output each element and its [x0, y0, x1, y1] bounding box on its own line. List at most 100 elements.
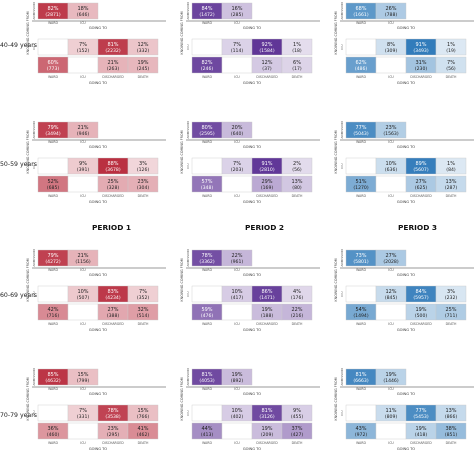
heatmap-3-3-top-1-count: (2028) — [383, 259, 398, 265]
heatmap-2-3-bot1-3-count: (84) — [446, 167, 456, 173]
heatmap-3-2-xlabel-top: GOING TO — [243, 273, 261, 277]
heatmap-1-2-xtick-top-0: WARD — [202, 21, 212, 25]
heatmap-4-1-ytick-icu: ICU — [32, 410, 36, 415]
heatmap-1-2-ytick-icu: ICU — [186, 44, 190, 49]
heatmap-3-3-xlabel-top: GOING TO — [397, 273, 415, 277]
heatmap-1-1-ytick-icu: ICU — [32, 44, 36, 49]
heatmap-3-1-bot2-2-count: (388) — [107, 313, 120, 319]
heatmap-4-2-bot2-3-count: (427) — [291, 432, 304, 438]
heatmap-3-1-ytick-icu: ICU — [32, 291, 36, 296]
heatmap-3-2-xtick-top-0: WARD — [202, 268, 212, 272]
heatmap-1-1-bot2-0-count: (773) — [47, 66, 60, 72]
heatmap-3-2-top-0-pct: 78% — [201, 253, 212, 259]
heatmap-4-3-bot1-2-pct: 77% — [415, 408, 426, 414]
heatmap-1-1-xtick-bot-2: DISCHARGED — [102, 75, 124, 79]
heatmap-4-2-bot1-3-rect — [281, 404, 313, 422]
heatmap-1-1-xlabel-bottom: GOING TO — [89, 81, 107, 85]
heatmap-4-1-bot1-3-pct: 15% — [137, 408, 148, 414]
heatmap-3-2-bot2-3-rect — [281, 303, 313, 321]
heatmap-4-3-xtick-bot-1: ICU — [388, 441, 394, 445]
heatmap-4-2-bot1-3-pct: 9% — [293, 408, 301, 414]
heatmap-3-3-xtick-bot-0: WARD — [356, 322, 366, 326]
heatmap-4-1-top-1-count: (799) — [77, 378, 90, 384]
heatmap-1-3-bot2-3-rect — [435, 56, 467, 74]
heatmap-3-2-bot2-2-pct: 19% — [261, 307, 272, 313]
heatmap-3-2-ytick-icu: ICU — [186, 291, 190, 296]
heatmap-2-1-bot1-1-pct: 9% — [79, 161, 87, 167]
heatmap-3-1-bot1-2-pct: 83% — [107, 289, 118, 295]
heatmap-2-2-bot2-2-pct: 29% — [261, 179, 272, 185]
heatmap-1-3-bot2-0-pct: 62% — [355, 60, 366, 66]
heatmap-1-1-bot1-1-pct: 7% — [79, 42, 87, 48]
heatmap-4-2-ylabel: KNOWING COMING FROM — [180, 377, 184, 420]
heatmap-3-3-xtick-top-0: WARD — [356, 268, 366, 272]
heatmap-3-2-xtick-bot-3: DEATH — [292, 322, 303, 326]
heatmap-4-1-bot1-1-count: (331) — [77, 414, 90, 420]
heatmap-3-3-bot1-0-rect — [345, 285, 377, 303]
heatmap-3-2-ytick-admission: ADMISSION — [186, 249, 190, 266]
heatmap-3-3-bot2-3-rect — [435, 303, 467, 321]
heatmap-3-2-top-1-pct: 22% — [231, 253, 242, 259]
heatmap-3-3-ytick-admission: ADMISSION — [340, 249, 344, 266]
heatmap-2-3-xtick-bot-3: DEATH — [446, 194, 457, 198]
heatmap-2-2-bot1-3-rect — [281, 157, 313, 175]
heatmap-2-3-bot2-0-pct: 51% — [355, 179, 366, 185]
heatmap-1-2-bot2-0-pct: 82% — [201, 60, 212, 66]
heatmap-1-3-top-1-rect — [375, 2, 407, 20]
heatmap-3-1-xtick-bot-3: DEATH — [138, 322, 149, 326]
heatmap-2-1-top-1-pct: 21% — [77, 125, 88, 131]
heatmap-4-3-top-0-count: (6663) — [353, 378, 368, 384]
heatmap-1-1-bot2-3-count: (245) — [137, 66, 150, 72]
heatmap-2-2-ytick-admission: ADMISSION — [186, 121, 190, 138]
heatmap-1-3-xtick-bot-0: WARD — [356, 75, 366, 79]
heatmap-4-2-xlabel-bottom: GOING TO — [243, 447, 261, 451]
heatmap-2-3-bot2-3-pct: 13% — [445, 179, 456, 185]
heatmap-4-1-bot2-3-pct: 41% — [137, 426, 148, 432]
heatmap-4-1-top-0-pct: 85% — [47, 372, 58, 378]
heatmap-4-1-bot2-3-rect — [127, 422, 159, 440]
heatmap-4-1-top-1-pct: 15% — [77, 372, 88, 378]
period-2-title: PERIOD 2 — [245, 223, 285, 232]
heatmap-1-1-xtick-bot-0: WARD — [48, 75, 58, 79]
heatmap-4-3-top-1-rect — [375, 368, 407, 386]
heatmap-3-3-bot1-3-pct: 3% — [447, 289, 455, 295]
heatmap-2-3-xtick-bot-0: WARD — [356, 194, 366, 198]
heatmap-1-2-ytick-admission: ADMISSION — [186, 2, 190, 19]
heatmap-2-3-bot2-1-rect — [375, 175, 407, 193]
heatmap-3-3-top-0-pct: 73% — [355, 253, 366, 259]
heatmap-2-3-top-0-pct: 77% — [355, 125, 366, 131]
heatmap-3-1-bot1-3-count: (352) — [137, 295, 150, 301]
heatmap-2-1-bot2-2-pct: 25% — [107, 179, 118, 185]
heatmap-2-3-xtick-top-0: WARD — [356, 140, 366, 144]
heatmap-1-1-top-1-pct: 18% — [77, 6, 88, 12]
heatmap-4-2-top-0-count: (4053) — [199, 378, 214, 384]
heatmap-2-1-bot2-0-pct: 52% — [47, 179, 58, 185]
heatmap-4-2-ytick-icu: ICU — [186, 410, 190, 415]
heatmap-2-2-bot2-1-rect — [221, 175, 253, 193]
heatmap-3-2-bot1-1-count: (417) — [231, 295, 244, 301]
heatmap-4-3-bot1-1-pct: 11% — [385, 408, 396, 414]
heatmap-1-3-xlabel-bottom: GOING TO — [397, 81, 415, 85]
heatmap-3-3-top-0-count: (5801) — [353, 259, 368, 265]
heatmap-4-1-ylabel: KNOWING COMING FROM — [26, 377, 30, 420]
heatmap-1-2-bot2-2-pct: 12% — [261, 60, 272, 66]
heatmap-4-2-bot1-2-count: (3126) — [259, 414, 274, 420]
heatmap-3-3-bot2-2-count: (500) — [415, 313, 428, 319]
heatmap-2-2-top-1-count: (640) — [231, 131, 244, 137]
heatmap-4-2-xtick-bot-1: ICU — [234, 441, 240, 445]
heatmap-1-1-ytick-admission: ADMISSION — [32, 2, 36, 19]
heatmap-3-1-bot2-2-pct: 27% — [107, 307, 118, 313]
heatmap-1-3-top-1-pct: 26% — [385, 6, 396, 12]
heatmap-1-1-bot1-0-rect — [37, 38, 69, 56]
heatmap-1-1-ylabel: KNOWING COMING FROM — [26, 11, 30, 54]
heatmap-4-3-xtick-top-1: ICU — [388, 387, 394, 391]
heatmap-2-2-xtick-bot-1: ICU — [234, 194, 240, 198]
heatmap-1-3-bot1-2-pct: 91% — [415, 42, 426, 48]
heatmap-4-2-bot2-2-count: (209) — [261, 432, 274, 438]
heatmap-1-3-top-1-count: (788) — [385, 12, 398, 18]
heatmap-3-3-top-1-pct: 27% — [385, 253, 396, 259]
heatmap-4-2-bot1-1-pct: 10% — [231, 408, 242, 414]
heatmap-4-1-bot2-0-pct: 36% — [47, 426, 58, 432]
heatmap-4-3-bot2-0-count: (972) — [355, 432, 368, 438]
heatmap-4-3-bot1-3-rect — [435, 404, 467, 422]
